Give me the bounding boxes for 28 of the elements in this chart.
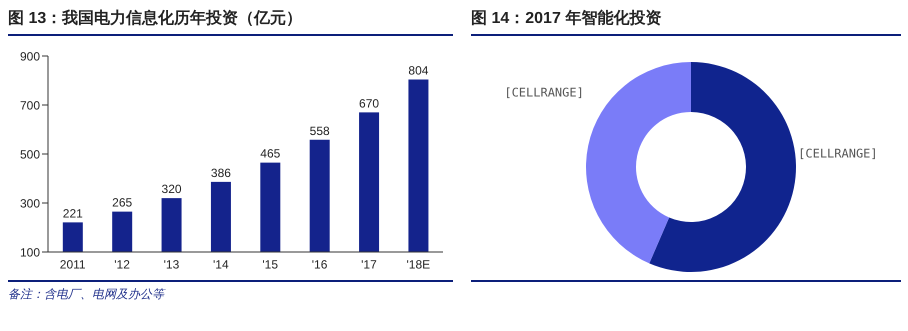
chart-title: 图 14：2017 年智能化投资	[471, 8, 901, 36]
data-label: 804	[408, 64, 429, 78]
x-tick-label: '13	[164, 258, 180, 272]
chart-title: 图 13：我国电力信息化历年投资（亿元）	[8, 8, 453, 36]
x-tick-label: '16	[312, 258, 328, 272]
data-label: 221	[62, 206, 84, 220]
x-tick-label: '12	[114, 258, 130, 272]
y-tick-label: 700	[20, 98, 40, 112]
y-tick-label: 500	[20, 147, 40, 162]
donut-slice	[649, 62, 796, 272]
slice-label: [CELLRANGE]	[798, 146, 878, 160]
data-label: 265	[112, 196, 133, 210]
y-tick-label: 100	[20, 245, 40, 260]
data-label: 465	[260, 146, 281, 161]
x-tick-label: '15	[262, 258, 278, 272]
donut-slice	[586, 62, 691, 264]
data-label: 558	[310, 124, 330, 138]
data-label: 386	[210, 166, 232, 180]
data-label: 320	[162, 182, 182, 196]
x-tick-label: '18E	[406, 258, 430, 272]
y-tick-label: 300	[20, 196, 40, 210]
data-label: 670	[359, 96, 380, 110]
x-tick-label: '17	[361, 258, 378, 272]
x-tick-label: 2011	[60, 258, 86, 272]
text: 备注：含电厂、电网及办公等	[8, 286, 166, 303]
y-tick-label: 900	[20, 49, 40, 64]
slice-label: [CELLRANGE]	[504, 86, 584, 100]
x-tick-label: '14	[212, 258, 229, 272]
